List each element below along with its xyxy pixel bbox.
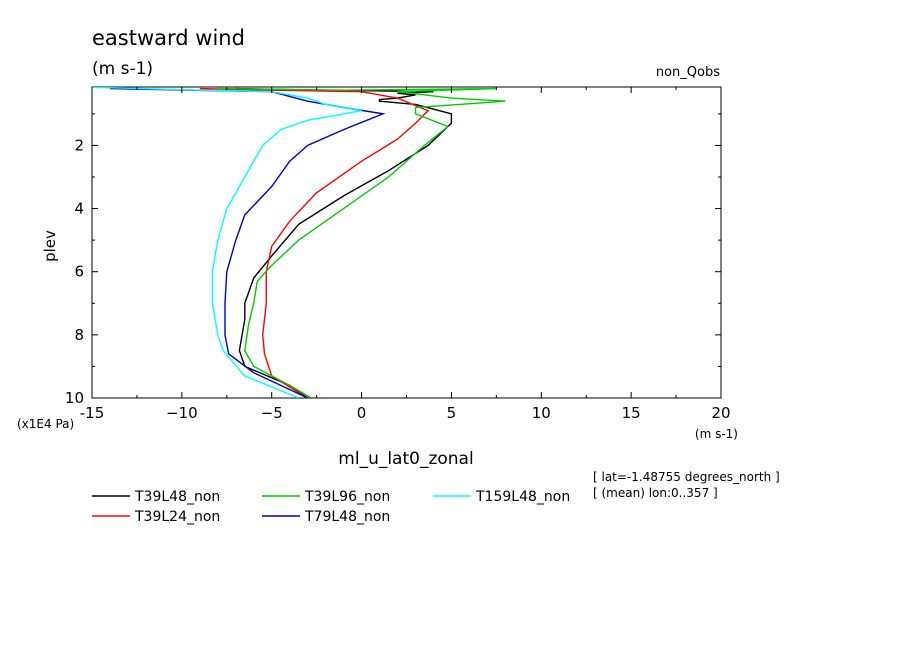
chart-units: (m s-1) xyxy=(92,59,153,79)
x-axis: -15 −10 −5 0 5 10 15 20 xyxy=(80,87,731,422)
legend-label-3: T79L48_non xyxy=(304,509,390,525)
legend-label-4: T159L48_non xyxy=(475,489,570,505)
x-tick-label: −10 xyxy=(166,404,198,422)
series-line-2 xyxy=(217,87,506,398)
y-tick-label: 8 xyxy=(74,326,84,344)
x-tick-label: 5 xyxy=(447,404,457,422)
y-axis-label: plev xyxy=(41,230,59,262)
legend: T39L48_non T39L24_non T39L96_non T79L48_non… xyxy=(92,489,570,525)
y-axis-units: (x1E4 Pa) xyxy=(17,417,74,431)
x-tick-label: −5 xyxy=(261,404,283,422)
x-tick-label: 20 xyxy=(711,404,730,422)
series-line-0 xyxy=(235,87,453,398)
info-lat: [ lat=-1.48755 degrees_north ] xyxy=(593,470,780,484)
plot-area xyxy=(91,86,722,399)
y-tick-label: 4 xyxy=(74,200,84,218)
x-axis-units: (m s-1) xyxy=(695,427,738,441)
x-tick-label: 0 xyxy=(357,404,367,422)
x-tick-label: -15 xyxy=(80,404,105,422)
info-lon: [ (mean) lon:0..357 ] xyxy=(593,486,718,500)
y-tick-label: 6 xyxy=(74,263,84,281)
y-axis: 2 4 6 8 10 xyxy=(65,113,721,407)
x-axis-label: ml_u_lat0_zonal xyxy=(338,449,473,469)
legend-label-0: T39L48_non xyxy=(134,489,220,505)
plot-frame xyxy=(91,86,722,399)
top-right-label: non_Qobs xyxy=(656,65,720,80)
chart-title: eastward wind xyxy=(92,26,245,50)
series-line-3 xyxy=(109,87,386,398)
series-line-4 xyxy=(92,87,362,398)
y-tick-label: 2 xyxy=(74,136,84,154)
legend-label-1: T39L24_non xyxy=(134,509,220,525)
x-tick-label: 10 xyxy=(532,404,551,422)
series-line-1 xyxy=(199,87,430,398)
x-tick-label: 15 xyxy=(622,404,641,422)
legend-label-2: T39L96_non xyxy=(304,489,390,505)
y-tick-label: 10 xyxy=(65,389,84,407)
